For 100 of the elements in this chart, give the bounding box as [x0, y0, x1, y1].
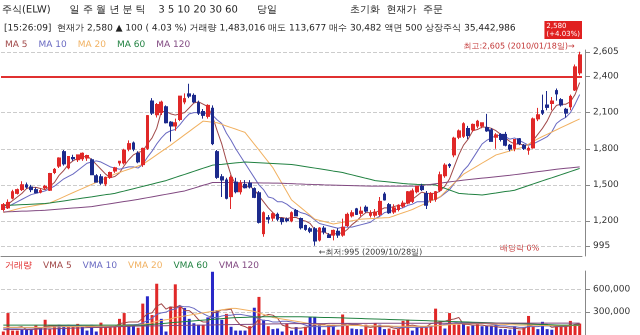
candlestick: [178, 95, 182, 122]
candlestick: [513, 138, 516, 152]
candlestick: [331, 228, 335, 241]
candlestick: [206, 104, 210, 120]
candlestick: [53, 168, 56, 175]
candlestick: [262, 210, 265, 238]
line-series: [2, 316, 580, 326]
y-tick-label: 1,500: [593, 180, 620, 190]
candlestick: [494, 132, 498, 150]
bar: [94, 331, 98, 335]
candlestick: [322, 225, 326, 235]
bar: [290, 330, 294, 335]
candlestick: [290, 210, 293, 223]
y-tick-label: 600,000: [593, 284, 630, 294]
candlestick: [173, 118, 177, 132]
bar: [457, 324, 460, 335]
y-tick-label: 2,605: [593, 46, 619, 57]
candlestick: [67, 156, 70, 170]
candlestick: [39, 188, 42, 194]
line-series: [2, 162, 580, 206]
candlestick: [424, 190, 428, 210]
candlestick: [569, 94, 572, 111]
line-series: [2, 118, 580, 224]
candlestick: [90, 158, 94, 176]
annotation: ←최저:995 (2009/10/28일): [318, 247, 422, 256]
candlestick: [364, 204, 368, 214]
text: VMA 120: [218, 261, 260, 271]
candlestick: [541, 94, 544, 116]
candlestick: [150, 98, 154, 116]
y-tick-label: 1,200: [593, 216, 620, 226]
bar: [480, 326, 484, 335]
candlestick: [113, 166, 117, 174]
y-tick-label: 2,400: [593, 72, 620, 82]
candlestick: [480, 122, 484, 129]
candlestick: [499, 132, 503, 142]
y-tick-label: 995: [593, 240, 610, 251]
chart-subtitle: [15:26:09] 현재가 2,580 ▲ 100 ( 4.03 %) 거래량 1,483,016 매도 113,677 매수 30,482 액면 500 상장주식 35,442,986: [4, 24, 516, 34]
candlestick: [211, 104, 214, 146]
candlestick: [341, 218, 345, 238]
candlestick: [559, 98, 563, 108]
candlestick: [452, 136, 456, 158]
candlestick: [420, 183, 424, 192]
candlestick: [564, 107, 568, 118]
candlestick: [466, 125, 470, 140]
line-series: [2, 322, 580, 330]
y-tick-label: 1,800: [593, 144, 620, 154]
bar: [550, 330, 554, 335]
annotation: 최고:2,605 (2010/01/18일)→: [463, 41, 575, 50]
bar: [466, 326, 470, 335]
candlestick: [127, 140, 131, 152]
candlestick: [545, 90, 549, 111]
candlestick: [122, 148, 126, 165]
candlestick: [132, 141, 135, 152]
candlestick: [136, 150, 140, 164]
candlestick: [550, 96, 554, 111]
bar: [299, 330, 302, 335]
text: 거래량: [5, 261, 32, 271]
candlestick: [234, 177, 238, 194]
candlestick: [57, 156, 61, 169]
candlestick: [471, 122, 475, 132]
y-tick-label: 2,100: [593, 108, 620, 118]
candlestick: [299, 216, 303, 230]
candlestick: [294, 208, 298, 217]
candlestick: [271, 212, 275, 222]
text: VMA 5: [43, 261, 72, 271]
candlestick: [448, 162, 451, 169]
candlestick: [266, 214, 270, 224]
text: MA 60: [116, 40, 146, 50]
text: VMA 60: [173, 261, 208, 271]
candlestick: [155, 102, 159, 118]
text: MA 5: [5, 40, 28, 50]
bar: [136, 328, 140, 335]
text: VMA 20: [128, 261, 163, 271]
candlestick: [429, 192, 433, 204]
candlestick: [318, 226, 321, 242]
candlestick: [387, 202, 391, 214]
bar: [346, 326, 349, 335]
y-tick-label: 300,000: [593, 307, 630, 318]
candlestick: [62, 149, 66, 166]
text: MA 10: [38, 40, 68, 50]
candlestick: [76, 154, 80, 163]
candlestick: [383, 192, 386, 202]
candlestick: [517, 137, 521, 146]
bar: [202, 324, 205, 335]
line-series: [2, 166, 580, 213]
candlestick: [355, 207, 358, 216]
candlestick: [555, 88, 558, 102]
bar: [443, 328, 446, 335]
candlestick: [159, 100, 163, 116]
text: VMA 10: [82, 261, 118, 271]
candlestick: [238, 180, 242, 196]
candlestick: [359, 206, 363, 217]
candlestick: [327, 232, 331, 238]
candlestick: [71, 154, 75, 162]
candlestick: [229, 174, 233, 210]
bar: [266, 326, 270, 335]
bar: [16, 330, 19, 335]
text: MA 20: [78, 40, 106, 50]
bar: [230, 326, 233, 335]
bar: [471, 326, 474, 335]
